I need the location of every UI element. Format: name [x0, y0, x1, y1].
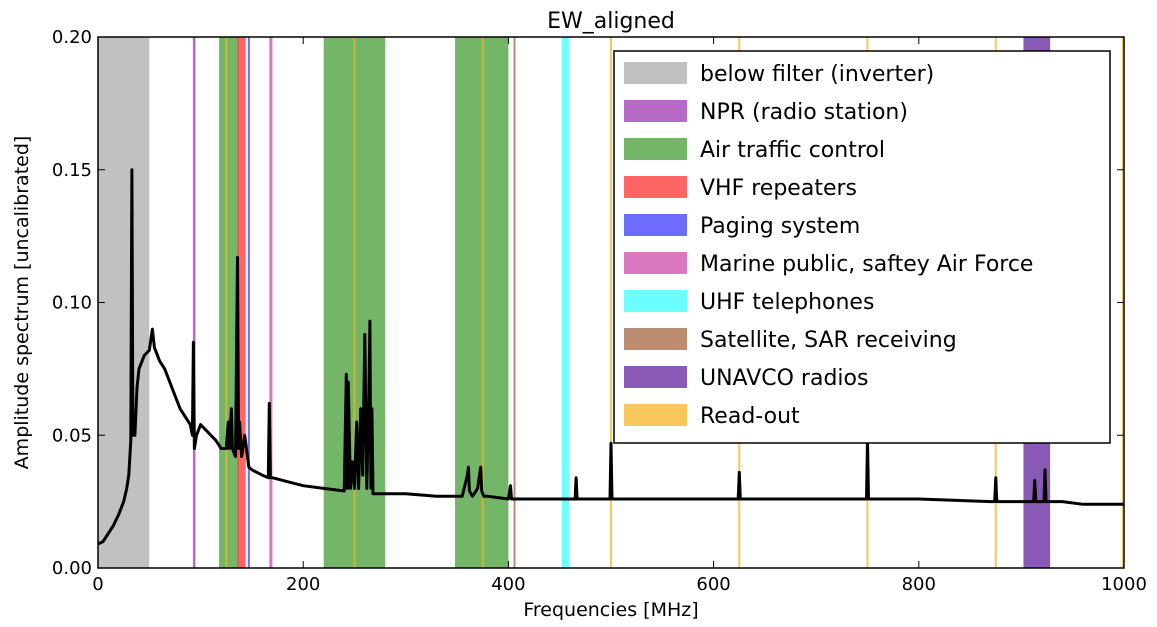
y-tick-label-1: 0.05 [52, 425, 92, 446]
legend-swatch-1 [624, 100, 687, 122]
chart-title: EW_aligned [547, 9, 675, 34]
legend-label-8: UNAVCO radios [700, 366, 868, 391]
band-9-3 [609, 37, 613, 568]
y-axis-label: Amplitude spectrum [uncalibrated] [11, 136, 33, 470]
band-7-0 [513, 37, 516, 568]
band-9-0 [225, 37, 228, 568]
legend-swatch-6 [624, 290, 687, 312]
legend-label-5: Marine public, saftey Air Force [700, 252, 1033, 277]
legend-swatch-4 [624, 214, 687, 236]
legend-label-4: Paging system [700, 214, 860, 239]
x-tick-label-4: 800 [902, 574, 936, 595]
y-tick-label-0: 0.00 [52, 558, 92, 579]
legend-swatch-0 [624, 62, 687, 84]
band-5-0 [269, 37, 273, 568]
x-axis-label: Frequencies [MHz] [523, 599, 698, 621]
x-tick-label-2: 400 [491, 574, 525, 595]
legend-swatch-3 [624, 176, 687, 198]
legend-label-6: UHF telephones [700, 290, 874, 315]
legend-swatch-9 [624, 404, 687, 426]
x-tick-label-5: 1000 [1101, 574, 1147, 595]
band-4-0 [247, 37, 250, 568]
y-tick-label-3: 0.15 [52, 160, 92, 181]
legend-label-7: Satellite, SAR receiving [700, 328, 957, 353]
band-3-0 [237, 37, 246, 568]
band-0-0 [98, 37, 150, 568]
legend-swatch-2 [624, 138, 687, 160]
y-tick-label-2: 0.10 [52, 293, 92, 314]
x-tick-label-1: 200 [286, 574, 320, 595]
legend-label-0: below filter (inverter) [700, 62, 934, 87]
x-tick-label-0: 0 [92, 574, 103, 595]
legend-swatch-8 [624, 366, 687, 388]
legend-swatch-5 [624, 252, 687, 274]
legend-label-2: Air traffic control [700, 138, 885, 163]
legend: below filter (inverter) NPR (radio statio… [613, 50, 1111, 444]
band-9-1 [353, 37, 356, 568]
series-line-0 [97, 168, 1124, 546]
legend-label-3: VHF repeaters [700, 176, 857, 201]
y-tick-label-4: 0.20 [52, 27, 92, 48]
legend-swatch-7 [624, 328, 687, 350]
ticks-layer: 0 200 400 600 800 1000 0.00 0.05 0.10 0.15 0.20 [52, 27, 1147, 595]
band-9-2 [481, 37, 484, 568]
legend-box [613, 50, 1111, 444]
series-layer [97, 168, 1124, 546]
x-tick-label-3: 600 [696, 574, 730, 595]
legend-label-9: Read-out [700, 404, 800, 429]
band-1-0 [192, 37, 196, 568]
band-6-0 [561, 37, 569, 568]
band-2-0 [219, 37, 239, 568]
legend-label-1: NPR (radio station) [700, 100, 908, 125]
